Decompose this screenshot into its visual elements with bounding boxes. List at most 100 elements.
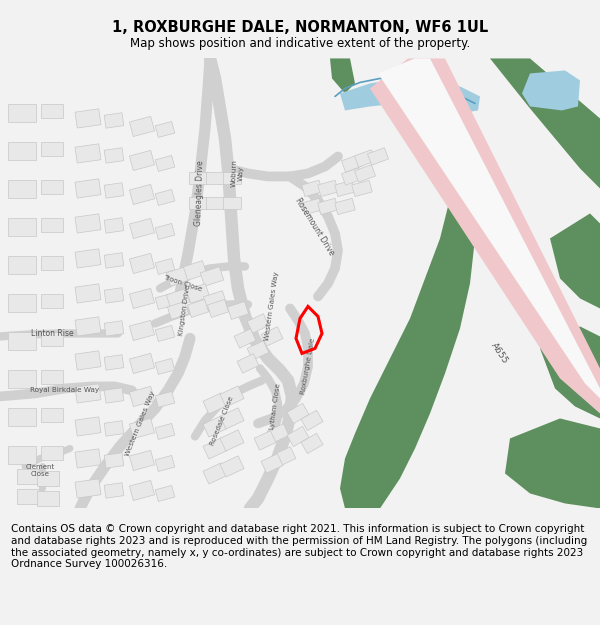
Bar <box>302 181 322 196</box>
Bar <box>206 173 224 184</box>
Bar <box>104 253 124 268</box>
Bar <box>220 408 244 429</box>
Polygon shape <box>340 78 480 114</box>
Bar <box>8 218 36 236</box>
Bar <box>287 426 309 447</box>
Text: Roxburghe Dale: Roxburghe Dale <box>300 338 316 395</box>
Bar <box>203 438 227 459</box>
Bar <box>208 299 229 318</box>
Bar <box>184 261 206 280</box>
Bar <box>155 359 175 374</box>
Bar <box>318 198 338 214</box>
Bar <box>75 284 101 303</box>
Bar <box>8 371 36 388</box>
Bar <box>75 214 101 233</box>
Bar <box>104 148 124 163</box>
Bar <box>37 471 59 486</box>
Bar <box>75 417 101 436</box>
Bar <box>155 456 175 471</box>
Bar <box>104 421 124 436</box>
Bar <box>247 341 269 360</box>
Bar <box>261 327 283 346</box>
Bar <box>130 451 155 471</box>
Bar <box>41 371 63 384</box>
Bar <box>130 481 155 501</box>
Bar <box>200 267 224 286</box>
Bar <box>37 491 59 506</box>
Polygon shape <box>330 58 355 93</box>
Bar <box>104 482 124 498</box>
Bar <box>41 218 63 232</box>
Bar <box>8 181 36 199</box>
Bar <box>302 198 322 214</box>
Bar <box>318 181 338 196</box>
Bar <box>189 198 207 209</box>
Bar <box>367 148 389 165</box>
Bar <box>166 289 190 308</box>
Bar <box>130 218 155 239</box>
Bar <box>155 259 175 274</box>
Bar <box>203 416 227 437</box>
Bar <box>75 384 101 403</box>
Bar <box>75 317 101 336</box>
Bar <box>220 386 244 407</box>
Text: Linton Rise: Linton Rise <box>31 329 73 338</box>
Text: Map shows position and indicative extent of the property.: Map shows position and indicative extent… <box>130 38 470 50</box>
Bar <box>75 249 101 268</box>
Bar <box>155 189 175 206</box>
Bar <box>8 332 36 351</box>
Bar <box>41 104 63 119</box>
Bar <box>355 165 376 182</box>
Text: Troon Close: Troon Close <box>163 274 203 292</box>
Bar <box>130 116 155 136</box>
Bar <box>104 217 124 233</box>
Bar <box>247 314 269 333</box>
Bar <box>8 294 36 312</box>
Bar <box>206 198 224 209</box>
Bar <box>104 452 124 468</box>
Polygon shape <box>550 213 600 308</box>
Bar <box>130 288 155 309</box>
Bar <box>234 329 256 348</box>
Bar <box>203 463 227 484</box>
Bar <box>104 321 124 336</box>
Bar <box>75 351 101 370</box>
Polygon shape <box>540 326 600 419</box>
Bar <box>155 326 175 341</box>
Bar <box>155 294 175 309</box>
Bar <box>75 179 101 198</box>
Bar <box>104 288 124 303</box>
Bar <box>130 151 155 171</box>
Text: A655: A655 <box>490 341 510 366</box>
Polygon shape <box>522 71 580 111</box>
Bar <box>155 224 175 239</box>
Text: Kingston Drive: Kingston Drive <box>178 284 191 336</box>
Bar <box>220 456 244 477</box>
Polygon shape <box>330 58 475 509</box>
Bar <box>223 173 241 184</box>
Bar <box>8 409 36 426</box>
Bar <box>41 181 63 194</box>
Bar <box>335 198 355 214</box>
Text: Woburn
Way: Woburn Way <box>231 159 245 188</box>
Bar <box>155 391 175 408</box>
Bar <box>75 109 101 128</box>
Text: Rosedale Close: Rosedale Close <box>209 395 235 446</box>
Polygon shape <box>505 419 600 509</box>
Bar <box>254 431 276 450</box>
Bar <box>155 121 175 138</box>
Text: 1, ROXBURGHE DALE, NORMANTON, WF6 1UL: 1, ROXBURGHE DALE, NORMANTON, WF6 1UL <box>112 19 488 34</box>
Bar <box>341 155 362 172</box>
Bar <box>8 142 36 161</box>
Bar <box>189 173 207 184</box>
Bar <box>220 430 244 451</box>
Bar <box>203 291 227 310</box>
Bar <box>274 447 296 466</box>
Bar <box>287 403 309 424</box>
Bar <box>155 156 175 171</box>
Text: Contains OS data © Crown copyright and database right 2021. This information is : Contains OS data © Crown copyright and d… <box>11 524 587 569</box>
Bar <box>41 294 63 308</box>
Bar <box>8 256 36 274</box>
Bar <box>261 454 283 473</box>
Bar <box>130 321 155 341</box>
